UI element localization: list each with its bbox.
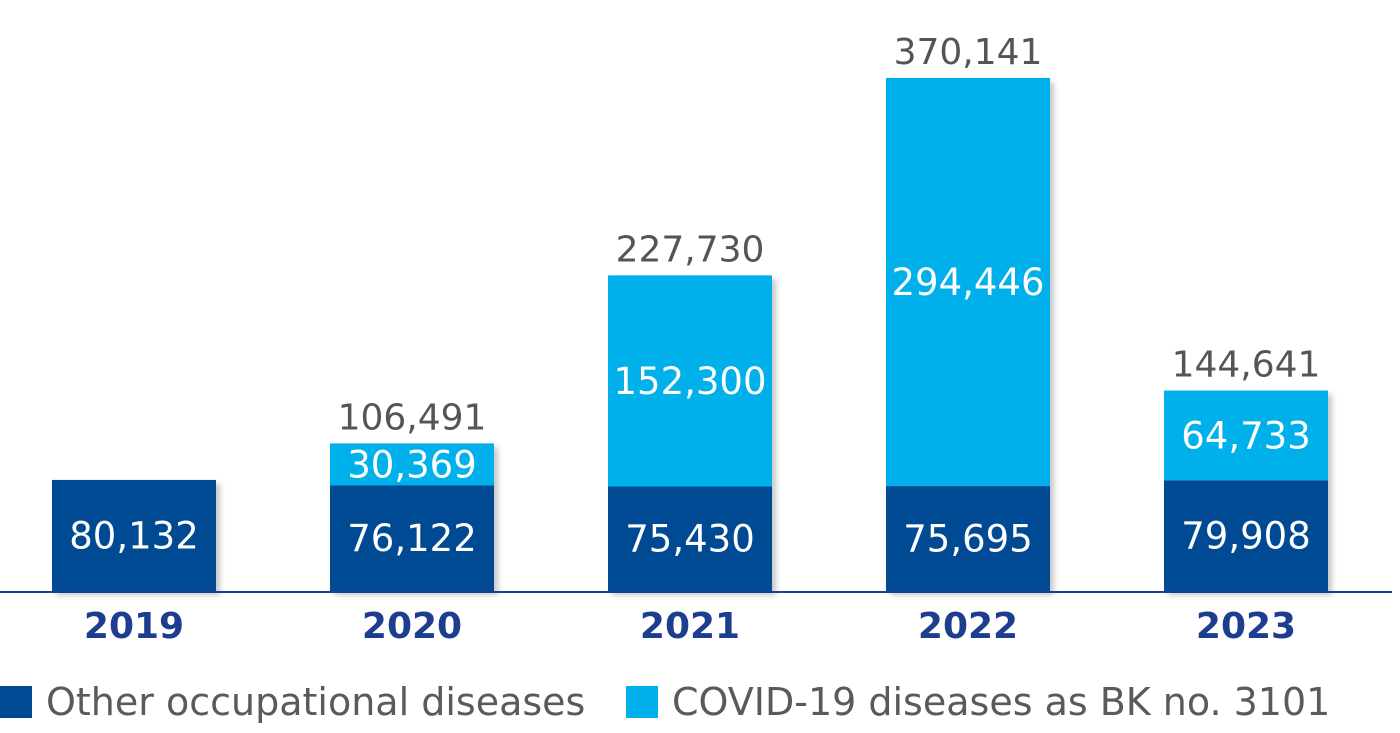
value-label-other-2023: 79,908 bbox=[1181, 515, 1310, 558]
labels-layer: 80,132 2019 76,122 30,369 106,491 2020 75,430 1… bbox=[69, 32, 1320, 647]
bar-other-2022 bbox=[886, 486, 1050, 591]
category-label-2021: 2021 bbox=[640, 606, 740, 647]
bar-covid-2023 bbox=[1164, 390, 1328, 481]
category-label-2020: 2020 bbox=[362, 606, 462, 647]
value-label-covid-2020: 30,369 bbox=[347, 443, 476, 486]
legend-label-covid: COVID-19 diseases as BK no. 3101 bbox=[672, 680, 1331, 724]
category-label-2023: 2023 bbox=[1196, 606, 1296, 647]
total-label-2022: 370,141 bbox=[894, 32, 1043, 73]
legend-item-other: Other occupational diseases bbox=[0, 680, 585, 724]
bar-covid-2022 bbox=[886, 78, 1050, 487]
stacked-bar-chart: 80,132 2019 76,122 30,369 106,491 2020 75,430 1… bbox=[0, 32, 1392, 647]
bar-stack-2019 bbox=[52, 479, 216, 591]
bar-other-2019 bbox=[52, 479, 216, 591]
total-label-2021: 227,730 bbox=[616, 229, 765, 270]
category-label-2022: 2022 bbox=[918, 606, 1018, 647]
bar-stack-2020 bbox=[330, 443, 494, 591]
bars-layer bbox=[52, 78, 1328, 591]
value-label-covid-2021: 152,300 bbox=[613, 360, 766, 403]
bar-stack-2021 bbox=[608, 275, 772, 591]
bar-other-2020 bbox=[330, 485, 494, 591]
legend-swatch-other bbox=[0, 686, 32, 718]
bar-other-2023 bbox=[1164, 480, 1328, 591]
bar-other-2021 bbox=[608, 486, 772, 591]
value-label-covid-2022: 294,446 bbox=[891, 261, 1044, 304]
total-label-2023: 144,641 bbox=[1172, 345, 1321, 386]
value-label-other-2022: 75,695 bbox=[903, 518, 1032, 561]
value-label-other-2020: 76,122 bbox=[347, 517, 476, 560]
bar-stack-2023 bbox=[1164, 390, 1328, 591]
value-label-other-2019: 80,132 bbox=[69, 514, 198, 557]
bar-covid-2020 bbox=[330, 443, 494, 486]
total-label-2020: 106,491 bbox=[338, 397, 487, 438]
value-label-covid-2023: 64,733 bbox=[1181, 414, 1310, 457]
legend-swatch-covid bbox=[626, 686, 658, 718]
value-label-other-2021: 75,430 bbox=[625, 518, 754, 561]
bar-stack-2022 bbox=[886, 78, 1050, 591]
legend-label-other: Other occupational diseases bbox=[46, 680, 586, 724]
legend-item-covid: COVID-19 diseases as BK no. 3101 bbox=[626, 680, 1330, 724]
category-label-2019: 2019 bbox=[84, 606, 184, 647]
bar-covid-2021 bbox=[608, 275, 772, 487]
legend: Other occupational diseases COVID-19 dis… bbox=[0, 680, 1400, 730]
